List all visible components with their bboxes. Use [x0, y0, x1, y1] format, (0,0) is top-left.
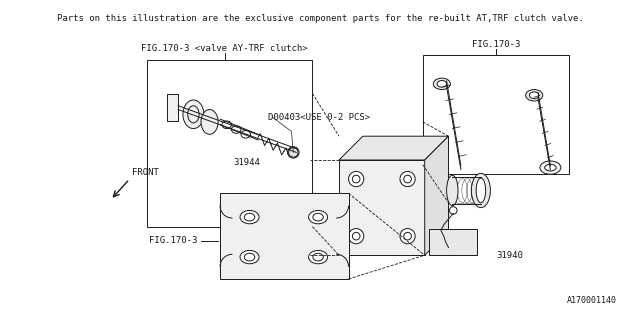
- Ellipse shape: [313, 253, 323, 261]
- Text: D00403<USE 0-2 PCS>: D00403<USE 0-2 PCS>: [268, 113, 370, 122]
- Ellipse shape: [476, 178, 486, 203]
- Ellipse shape: [349, 172, 364, 187]
- Ellipse shape: [540, 161, 561, 174]
- Text: A170001140: A170001140: [567, 296, 617, 305]
- Bar: [429, 228, 477, 255]
- Ellipse shape: [240, 211, 259, 224]
- Text: Parts on this illustration are the exclusive component parts for the re-built AT: Parts on this illustration are the exclu…: [56, 14, 584, 23]
- Text: FIG.170-3: FIG.170-3: [148, 236, 197, 245]
- Text: 31940: 31940: [496, 251, 523, 260]
- Text: FIG.170-3: FIG.170-3: [472, 40, 520, 49]
- Ellipse shape: [308, 251, 328, 264]
- Ellipse shape: [400, 172, 415, 187]
- Ellipse shape: [404, 175, 412, 183]
- Ellipse shape: [188, 106, 199, 123]
- Ellipse shape: [545, 164, 556, 171]
- Ellipse shape: [353, 175, 360, 183]
- Ellipse shape: [353, 232, 360, 240]
- Ellipse shape: [183, 100, 204, 129]
- Ellipse shape: [313, 213, 323, 221]
- Text: FRONT: FRONT: [131, 168, 158, 177]
- Bar: [147, 60, 312, 227]
- Ellipse shape: [447, 175, 458, 206]
- Polygon shape: [425, 136, 449, 255]
- Bar: [167, 94, 178, 121]
- Ellipse shape: [244, 213, 255, 221]
- Polygon shape: [220, 193, 349, 279]
- Ellipse shape: [437, 81, 447, 87]
- Ellipse shape: [433, 78, 451, 90]
- Ellipse shape: [240, 251, 259, 264]
- Ellipse shape: [244, 253, 255, 261]
- Text: FIG.170-3 <valve AY-TRF clutch>: FIG.170-3 <valve AY-TRF clutch>: [141, 44, 308, 53]
- Ellipse shape: [201, 109, 218, 134]
- Text: 31944: 31944: [233, 158, 260, 167]
- Ellipse shape: [472, 173, 490, 208]
- Polygon shape: [339, 136, 449, 160]
- Ellipse shape: [349, 228, 364, 244]
- Bar: [423, 55, 570, 174]
- Circle shape: [289, 148, 298, 157]
- Ellipse shape: [308, 211, 328, 224]
- Ellipse shape: [529, 92, 539, 99]
- Ellipse shape: [404, 232, 412, 240]
- Ellipse shape: [400, 228, 415, 244]
- Ellipse shape: [525, 90, 543, 101]
- Polygon shape: [339, 160, 425, 255]
